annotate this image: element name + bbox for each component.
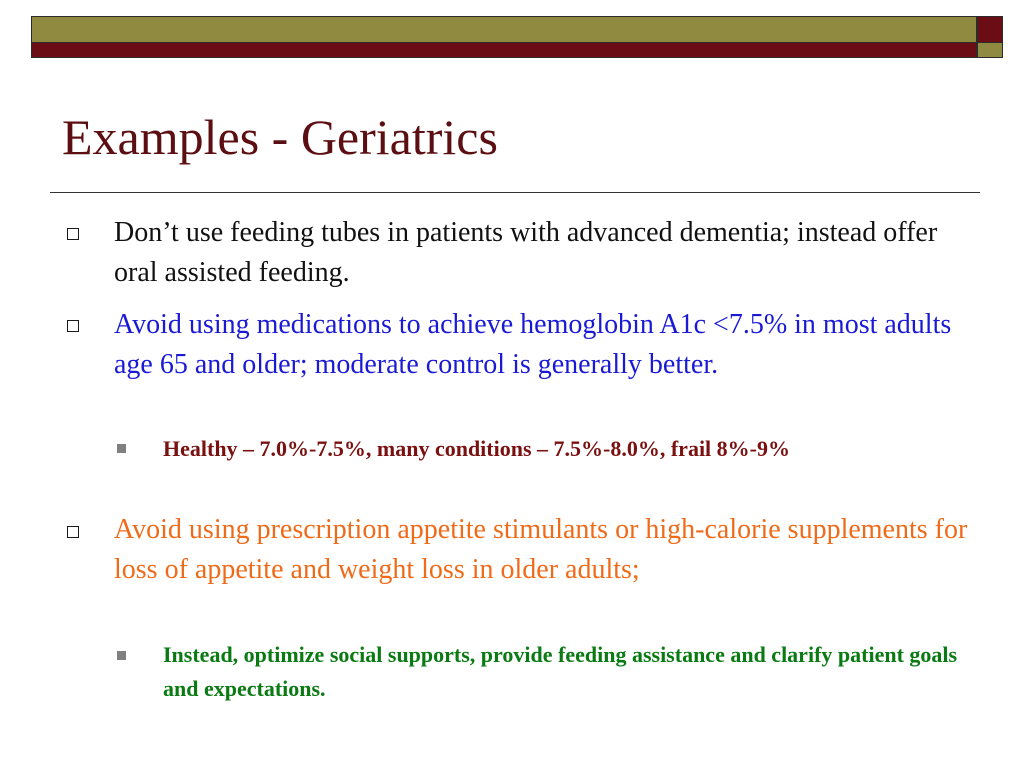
banner-main (31, 16, 977, 58)
sub-bullet-2-text: Healthy – 7.0%-7.5%, many conditions – 7… (163, 436, 790, 461)
hollow-square-icon (67, 228, 79, 240)
bullet-3-text: Avoid using prescription appetite stimul… (114, 514, 968, 585)
bullet-2-text: Avoid using medications to achieve hemog… (114, 309, 952, 380)
hollow-square-icon (67, 526, 79, 538)
slide-title: Examples - Geriatrics (62, 109, 498, 165)
filled-square-icon (117, 444, 126, 453)
banner-olive-band (32, 17, 976, 43)
hollow-square-icon (67, 320, 79, 332)
banner-corner (977, 16, 1003, 58)
sub-bullet-3-text: Instead, optimize social supports, provi… (163, 642, 958, 701)
banner-corner-red-band (978, 17, 1002, 43)
bullet-1-text: Don’t use feeding tubes in patients with… (114, 217, 938, 288)
title-divider (50, 192, 980, 193)
filled-square-icon (117, 651, 126, 660)
